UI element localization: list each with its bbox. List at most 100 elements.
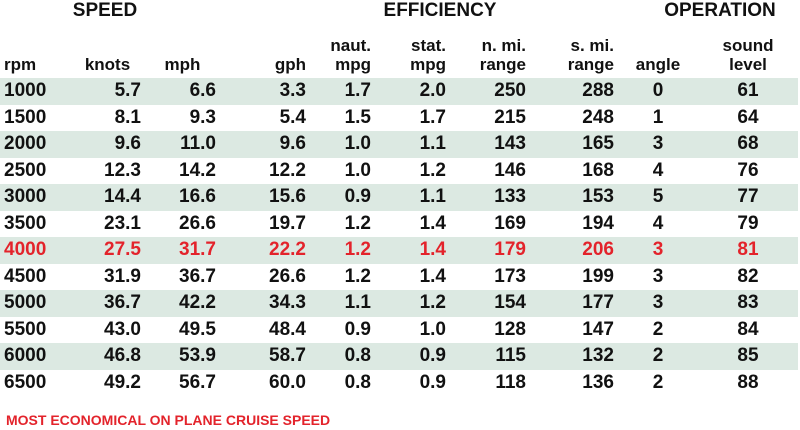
column-header-line: angle bbox=[635, 55, 681, 74]
table-cell: 5.7 bbox=[114, 80, 141, 102]
table-cell: 12.2 bbox=[269, 159, 306, 181]
table-row: 1500 8.1 9.3 5.4 1.5 1.7 215 248 1 64 bbox=[0, 105, 798, 132]
table-cell: 177 bbox=[582, 292, 614, 314]
table-cell: 2000 bbox=[4, 133, 47, 155]
group-header: SPEED bbox=[72, 0, 138, 21]
table-row: 2000 9.6 11.0 9.6 1.0 1.1 143 165 3 68 bbox=[0, 131, 798, 158]
table-cell: 22.2 bbox=[269, 239, 306, 261]
table-cell: 76 bbox=[737, 159, 759, 181]
table-cell: 5000 bbox=[4, 292, 47, 314]
table-cell: 26.6 bbox=[269, 265, 306, 287]
table-cell: 2 bbox=[652, 371, 664, 393]
column-header-line: range bbox=[567, 55, 614, 74]
column-header: angle bbox=[618, 24, 698, 78]
column-header: naut. mpg bbox=[310, 24, 375, 78]
table-cell: 56.7 bbox=[179, 371, 216, 393]
table-cell: 82 bbox=[737, 265, 759, 287]
table-cell: 1000 bbox=[4, 80, 47, 102]
table-cell: 16.6 bbox=[179, 186, 216, 208]
table-cell: 64 bbox=[737, 106, 759, 128]
table-cell: 1.2 bbox=[344, 239, 371, 261]
table-cell: 169 bbox=[494, 212, 526, 234]
table-cell: 53.9 bbox=[179, 345, 216, 367]
table-cell: 31.9 bbox=[104, 265, 141, 287]
column-header: n. mi. range bbox=[450, 24, 530, 78]
table-cell: 88 bbox=[737, 371, 759, 393]
column-header-line: mpg bbox=[335, 55, 371, 74]
table-cell: 23.1 bbox=[104, 212, 141, 234]
table-cell: 115 bbox=[495, 345, 526, 367]
table-cell: 1.7 bbox=[419, 106, 446, 128]
table-cell: 206 bbox=[582, 239, 614, 261]
table-cell: 36.7 bbox=[179, 265, 216, 287]
table-row: 4500 31.9 36.7 26.6 1.2 1.4 173 199 3 82 bbox=[0, 264, 798, 291]
column-header: knots bbox=[70, 24, 145, 78]
table-cell: 3 bbox=[652, 292, 664, 314]
table-cell: 4 bbox=[652, 159, 664, 181]
table-cell: 0.9 bbox=[419, 345, 446, 367]
table-cell: 1.0 bbox=[344, 159, 371, 181]
table-cell: 0.9 bbox=[344, 186, 371, 208]
column-header-line: sound bbox=[722, 36, 774, 55]
table-cell: 1.4 bbox=[419, 265, 446, 287]
table-cell: 1.2 bbox=[344, 265, 371, 287]
table-cell: 2 bbox=[652, 318, 664, 340]
table-row: 1000 5.7 6.6 3.3 1.7 2.0 250 288 0 61 bbox=[0, 78, 798, 105]
table-cell: 3 bbox=[652, 133, 664, 155]
column-header-line: level bbox=[729, 55, 767, 74]
table-cell: 1.1 bbox=[419, 133, 446, 155]
column-header-line: rpm bbox=[4, 55, 37, 74]
table-cell: 14.4 bbox=[104, 186, 141, 208]
table-cell: 5500 bbox=[4, 318, 47, 340]
table-cell: 58.7 bbox=[269, 345, 306, 367]
table-cell: 1.4 bbox=[419, 212, 446, 234]
table-cell: 26.6 bbox=[179, 212, 216, 234]
table-cell: 2 bbox=[652, 345, 664, 367]
table-cell: 49.2 bbox=[104, 371, 141, 393]
table-cell: 1.2 bbox=[419, 159, 446, 181]
table-cell: 31.7 bbox=[179, 239, 216, 261]
table-cell: 4500 bbox=[4, 265, 47, 287]
table-cell: 83 bbox=[737, 292, 759, 314]
table-cell: 5.4 bbox=[279, 106, 306, 128]
table-cell: 288 bbox=[582, 80, 614, 102]
column-header: mph bbox=[145, 24, 220, 78]
column-header: stat. mpg bbox=[375, 24, 450, 78]
table-cell: 143 bbox=[494, 133, 526, 155]
table-cell: 1.2 bbox=[419, 292, 446, 314]
table-cell: 19.7 bbox=[269, 212, 306, 234]
table-cell: 12.3 bbox=[104, 159, 141, 181]
table-cell: 3000 bbox=[4, 186, 47, 208]
table-cell: 1.0 bbox=[344, 133, 371, 155]
table-cell: 199 bbox=[582, 265, 614, 287]
table-cell: 0 bbox=[652, 80, 664, 102]
table-row: 5000 36.7 42.2 34.3 1.1 1.2 154 177 3 83 bbox=[0, 290, 798, 317]
table-row: 3000 14.4 16.6 15.6 0.9 1.1 133 153 5 77 bbox=[0, 184, 798, 211]
table-cell: 146 bbox=[494, 159, 526, 181]
table-cell: 0.8 bbox=[344, 371, 371, 393]
table-cell: 14.2 bbox=[179, 159, 216, 181]
column-header-line: n. mi. bbox=[481, 36, 526, 55]
table-cell: 3500 bbox=[4, 212, 47, 234]
table-cell: 179 bbox=[494, 239, 526, 261]
table-cell: 132 bbox=[582, 345, 614, 367]
table-cell: 79 bbox=[737, 212, 759, 234]
table-cell: 3.3 bbox=[279, 80, 306, 102]
table-cell: 84 bbox=[737, 318, 759, 340]
table-cell: 49.5 bbox=[179, 318, 216, 340]
table-cell: 0.8 bbox=[344, 345, 371, 367]
table-cell: 9.6 bbox=[114, 133, 141, 155]
table-cell: 8.1 bbox=[114, 106, 141, 128]
table-row: 5500 43.0 49.5 48.4 0.9 1.0 128 147 2 84 bbox=[0, 317, 798, 344]
table-cell: 11.0 bbox=[180, 133, 216, 155]
column-header-line: range bbox=[479, 55, 526, 74]
table-cell: 34.3 bbox=[269, 292, 306, 314]
column-header-line: gph bbox=[274, 55, 306, 74]
table-cell: 154 bbox=[494, 292, 526, 314]
table-cell: 2.0 bbox=[419, 80, 446, 102]
table-cell: 147 bbox=[582, 318, 614, 340]
table-cell: 27.5 bbox=[104, 239, 141, 261]
column-header: rpm bbox=[0, 24, 70, 78]
table-cell: 81 bbox=[737, 239, 759, 261]
